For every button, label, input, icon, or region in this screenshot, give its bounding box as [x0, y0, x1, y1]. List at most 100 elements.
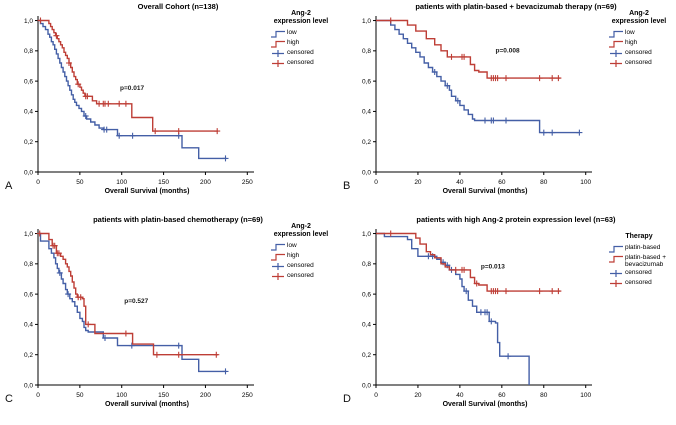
censor-plus-icon — [610, 60, 622, 67]
y-tick-label: 0,0 — [362, 169, 371, 176]
chart-title: patients with platin-based + bevacizumab… — [415, 2, 617, 11]
censor-plus-icon — [610, 270, 622, 277]
legend-item: high — [608, 39, 676, 48]
legend-item: censored — [608, 59, 676, 68]
y-tick-label: 0,6 — [362, 291, 371, 298]
legend: Ang-2 expression level low high censored cens… — [264, 10, 338, 68]
x-tick-label: 50 — [76, 392, 84, 399]
survival-plot: 1,0 0,8 0,6 0,4 0,2 0,0 0 50 100 150 200 250 p=0.017 — [2, 8, 264, 208]
y-tick-label: 0,4 — [24, 109, 33, 116]
legend-item: platin-based + bevacizumab — [608, 254, 676, 268]
x-axis-label: Overall Survival (months) — [104, 188, 190, 195]
survival-curve-high — [376, 19, 561, 79]
legend-item-label: high — [287, 252, 300, 259]
y-tick-label: 0,6 — [24, 78, 33, 85]
chart-title: Overall Cohort (n=138) — [137, 2, 219, 11]
p-value: p=0.017 — [120, 85, 144, 92]
x-tick-label: 150 — [158, 392, 169, 399]
legend-item: low — [608, 29, 676, 38]
line-symbol-icon — [609, 245, 623, 253]
censor-marks-high — [37, 17, 221, 135]
survival-curve-platin-based-bevacizumab — [376, 232, 561, 292]
y-tick-label: 1,0 — [24, 231, 33, 238]
y-tick-label: 0,0 — [24, 169, 33, 176]
y-tick-label: 0,2 — [362, 352, 371, 359]
x-tick-label: 20 — [414, 179, 422, 186]
legend-item: high — [270, 39, 338, 48]
line-symbol-icon — [609, 255, 623, 263]
y-tick-label: 0,4 — [362, 322, 371, 329]
p-value: p=0.527 — [124, 298, 148, 305]
legend-item: censored — [270, 262, 338, 271]
censor-plus-icon — [610, 50, 622, 57]
axes — [375, 229, 592, 386]
line-symbol-icon — [609, 30, 623, 38]
p-value: p=0.013 — [481, 263, 505, 270]
legend-item-label: censored — [625, 49, 652, 56]
censor-plus-icon — [610, 280, 622, 287]
line-symbol-icon — [271, 40, 285, 48]
censor-marks-low — [56, 269, 229, 375]
x-tick-label: 250 — [242, 179, 253, 186]
legend-item-label: platin-based + bevacizumab — [625, 254, 667, 268]
censor-marks-high — [36, 230, 220, 358]
legend-item: censored — [270, 59, 338, 68]
y-tick-label: 0,6 — [362, 78, 371, 85]
censor-plus-icon — [272, 263, 284, 270]
chart-title: patients with high Ang-2 protein express… — [416, 215, 616, 224]
plot-svg: 1,0 0,8 0,6 0,4 0,2 0,00 20 40 60 80 100 p=0.008 — [362, 16, 592, 186]
line-symbol-icon — [609, 40, 623, 48]
panel-letter: C — [5, 393, 13, 405]
panel-a: Overall Cohort (n=138) 1,0 0,8 0,6 0,4 0,2 0,… — [0, 0, 338, 212]
legend-item: censored — [608, 269, 676, 278]
survival-plot: 1,0 0,8 0,6 0,4 0,2 0,0 0 20 40 60 80 100 p=0.013 — [340, 221, 602, 421]
x-tick-label: 50 — [76, 179, 84, 186]
legend-item-label: platin-based — [625, 244, 661, 251]
x-tick-label: 100 — [580, 392, 591, 399]
y-tick-label: 0,4 — [362, 109, 371, 116]
legend-item-label: censored — [287, 262, 314, 269]
legend-item-label: high — [625, 39, 638, 46]
legend-item-label: low — [625, 29, 635, 36]
y-tick-label: 0,4 — [24, 322, 33, 329]
legend-item-label: censored — [287, 49, 314, 56]
censor-plus-icon — [272, 273, 284, 280]
x-tick-label: 60 — [498, 179, 506, 186]
censor-plus-icon — [272, 60, 284, 67]
x-tick-label: 200 — [200, 392, 211, 399]
x-tick-label: 100 — [116, 392, 127, 399]
plot-svg: 1,0 0,8 0,6 0,4 0,2 0,00 50 100 150 200 250 p=0.017 — [24, 16, 254, 186]
censor-marks-low — [82, 113, 229, 162]
x-tick-label: 60 — [498, 392, 506, 399]
panel-letter: D — [343, 393, 351, 405]
chart-title: patients with platin-based chemotherapy … — [93, 215, 263, 224]
panel-d: patients with high Ang-2 protein express… — [338, 213, 676, 425]
censor-marks-platin-based-bevacizumab — [387, 230, 562, 295]
y-tick-label: 1,0 — [362, 18, 371, 25]
y-tick-label: 0,2 — [24, 352, 33, 359]
plot-svg: 1,0 0,8 0,6 0,4 0,2 0,00 50 100 150 200 250 p=0.527 — [24, 229, 254, 399]
legend-item-label: censored — [287, 59, 314, 66]
survival-plot: 1,0 0,8 0,6 0,4 0,2 0,0 0 20 40 60 80 100 p=0.008 — [340, 8, 602, 208]
legend-title: Ang-2 expression level — [273, 10, 329, 25]
x-tick-label: 40 — [456, 392, 464, 399]
line-symbol-icon — [271, 243, 285, 251]
legend-item-label: censored — [625, 279, 652, 286]
panel-c: patients with platin-based chemotherapy … — [0, 213, 338, 425]
x-tick-label: 100 — [580, 179, 591, 186]
y-tick-label: 0,8 — [24, 261, 33, 268]
legend-title: Therapy — [625, 233, 653, 240]
y-tick-label: 0,8 — [362, 48, 371, 55]
x-axis-label: Overall Survival (months) — [442, 401, 528, 408]
survival-curve-low — [38, 232, 227, 373]
censor-marks-high — [387, 17, 562, 82]
x-tick-label: 0 — [374, 179, 378, 186]
plot-svg: 1,0 0,8 0,6 0,4 0,2 0,00 20 40 60 80 100 p=0.013 — [362, 229, 592, 399]
y-tick-label: 0,0 — [362, 382, 371, 389]
y-tick-label: 0,6 — [24, 291, 33, 298]
legend-title: Ang-2 expression level — [611, 10, 667, 25]
censor-plus-icon — [272, 50, 284, 57]
legend-item-label: low — [287, 242, 297, 249]
y-tick-label: 1,0 — [362, 231, 371, 238]
